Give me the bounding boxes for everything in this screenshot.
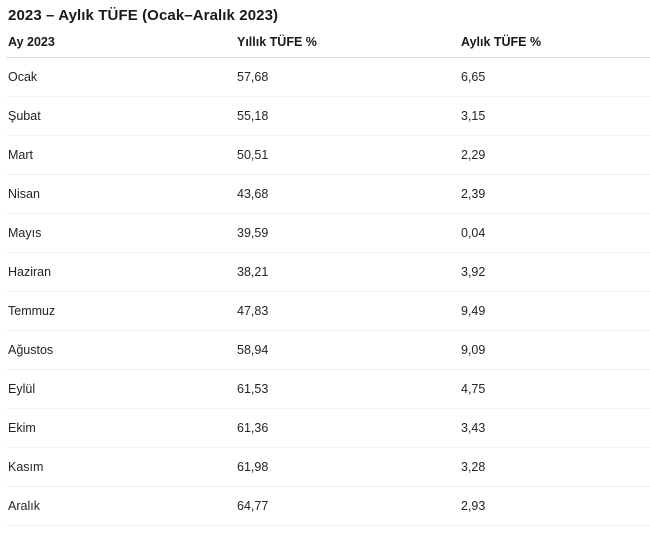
table-row: Ocak 57,68 6,65 bbox=[6, 57, 650, 97]
table-row: Nisan 43,68 2,39 bbox=[6, 174, 650, 214]
yearly-cell: 43,68 bbox=[237, 174, 461, 214]
monthly-cell: 0,04 bbox=[461, 213, 650, 253]
monthly-cell: 3,43 bbox=[461, 408, 650, 448]
table-header: Ay 2023 Yıllık TÜFE % Aylık TÜFE % bbox=[6, 26, 650, 58]
column-header-monthly-tufe: Aylık TÜFE % bbox=[461, 26, 650, 58]
yearly-cell: 61,53 bbox=[237, 369, 461, 409]
month-cell: Ağustos bbox=[6, 330, 237, 370]
table-row: Mart 50,51 2,29 bbox=[6, 135, 650, 175]
monthly-cell: 9,09 bbox=[461, 330, 650, 370]
yearly-cell: 38,21 bbox=[237, 252, 461, 292]
month-cell: Ocak bbox=[6, 57, 237, 97]
month-cell: Ekim bbox=[6, 408, 237, 448]
month-cell: Eylül bbox=[6, 369, 237, 409]
yearly-cell: 55,18 bbox=[237, 96, 461, 136]
yearly-cell: 57,68 bbox=[237, 57, 461, 97]
table-row: Kasım 61,98 3,28 bbox=[6, 447, 650, 487]
table-row: Ekim 61,36 3,43 bbox=[6, 408, 650, 448]
table-row: Eylül 61,53 4,75 bbox=[6, 369, 650, 409]
tufe-table: Ay 2023 Yıllık TÜFE % Aylık TÜFE % Ocak … bbox=[6, 26, 650, 526]
month-cell: Haziran bbox=[6, 252, 237, 292]
column-header-month: Ay 2023 bbox=[6, 26, 237, 58]
yearly-cell: 61,98 bbox=[237, 447, 461, 487]
table-row: Haziran 38,21 3,92 bbox=[6, 252, 650, 292]
table-row: Temmuz 47,83 9,49 bbox=[6, 291, 650, 331]
month-cell: Mart bbox=[6, 135, 237, 175]
month-cell: Aralık bbox=[6, 486, 237, 526]
monthly-cell: 2,39 bbox=[461, 174, 650, 214]
month-cell: Temmuz bbox=[6, 291, 237, 331]
yearly-cell: 64,77 bbox=[237, 486, 461, 526]
month-cell: Kasım bbox=[6, 447, 237, 487]
yearly-cell: 50,51 bbox=[237, 135, 461, 175]
monthly-cell: 4,75 bbox=[461, 369, 650, 409]
column-header-yearly-tufe: Yıllık TÜFE % bbox=[237, 26, 461, 58]
monthly-cell: 9,49 bbox=[461, 291, 650, 331]
yearly-cell: 39,59 bbox=[237, 213, 461, 253]
table-row: Ağustos 58,94 9,09 bbox=[6, 330, 650, 370]
monthly-cell: 2,93 bbox=[461, 486, 650, 526]
month-cell: Nisan bbox=[6, 174, 237, 214]
table-row: Aralık 64,77 2,93 bbox=[6, 486, 650, 526]
header-row: Ay 2023 Yıllık TÜFE % Aylık TÜFE % bbox=[6, 26, 650, 58]
yearly-cell: 61,36 bbox=[237, 408, 461, 448]
monthly-cell: 6,65 bbox=[461, 57, 650, 97]
monthly-cell: 2,29 bbox=[461, 135, 650, 175]
monthly-cell: 3,15 bbox=[461, 96, 650, 136]
yearly-cell: 58,94 bbox=[237, 330, 461, 370]
month-cell: Mayıs bbox=[6, 213, 237, 253]
monthly-cell: 3,92 bbox=[461, 252, 650, 292]
table-row: Mayıs 39,59 0,04 bbox=[6, 213, 650, 253]
yearly-cell: 47,83 bbox=[237, 291, 461, 331]
table-row: Şubat 55,18 3,15 bbox=[6, 96, 650, 136]
monthly-cell: 3,28 bbox=[461, 447, 650, 487]
month-cell: Şubat bbox=[6, 96, 237, 136]
table-body: Ocak 57,68 6,65 Şubat 55,18 3,15 Mart 50… bbox=[6, 57, 650, 526]
page-title: 2023 – Aylık TÜFE (Ocak–Aralık 2023) bbox=[8, 7, 279, 24]
